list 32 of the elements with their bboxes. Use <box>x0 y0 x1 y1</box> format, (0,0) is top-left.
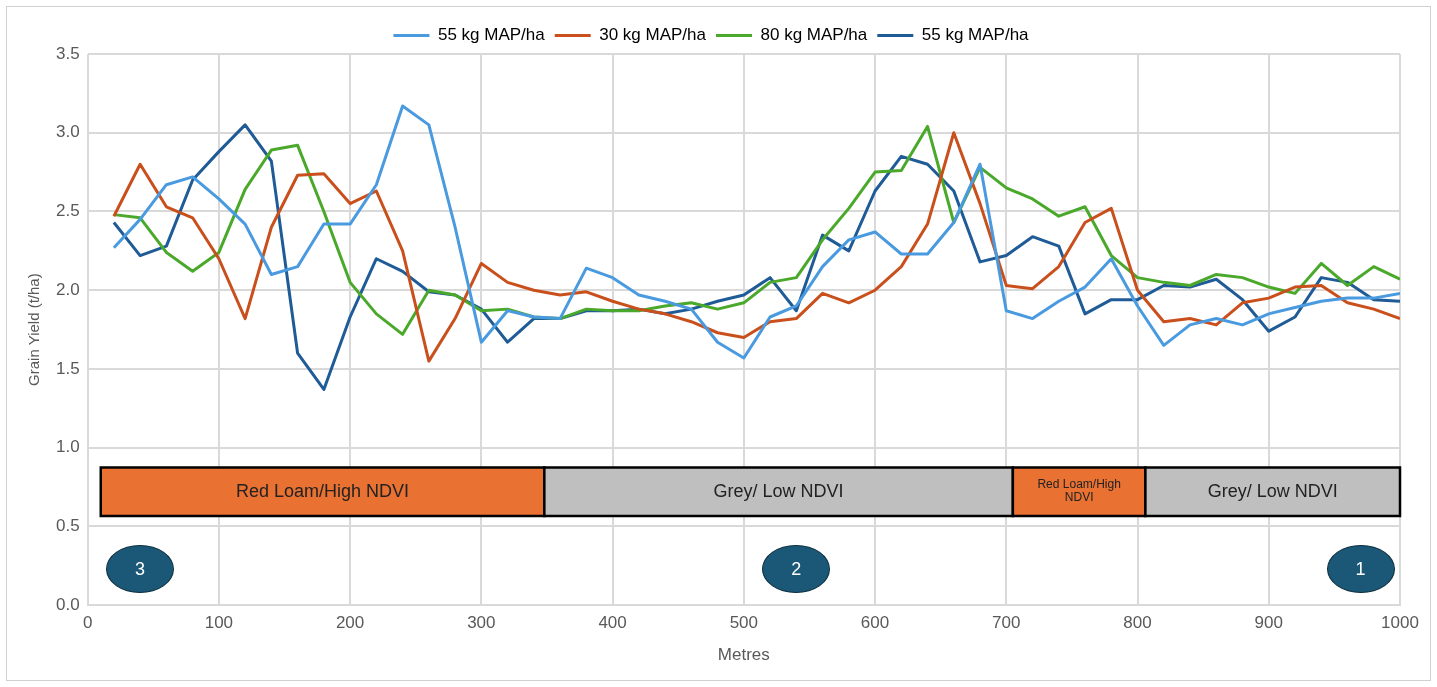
y-tick-label: 3.5 <box>55 43 80 63</box>
legend-label: 55 kg MAP/ha <box>921 25 1030 45</box>
band-label: Grey/ Low NDVI <box>713 480 844 501</box>
y-tick-label: 2.5 <box>55 201 80 221</box>
x-tick-label: 200 <box>335 613 365 633</box>
band-label: Red Loam/High NDVI <box>236 480 410 501</box>
legend-label: 80 kg MAP/ha <box>760 25 868 45</box>
x-tick-label: 400 <box>598 613 627 633</box>
numbered-circle: 1 <box>1326 545 1395 594</box>
numbered-circle: 2 <box>762 545 831 594</box>
legend-label: 30 kg MAP/ha <box>599 25 707 45</box>
y-tick-label: 0.0 <box>55 594 80 614</box>
y-tick-label: 3.0 <box>55 122 80 142</box>
x-axis-title: Metres <box>717 645 770 665</box>
x-tick-label: 500 <box>729 613 758 633</box>
x-tick-label: 100 <box>204 613 234 633</box>
x-tick-label: 600 <box>860 613 890 633</box>
y-axis-title: Grain Yield (t/ha) <box>25 273 43 386</box>
x-tick-label: 300 <box>467 613 496 633</box>
x-tick-label: 1000 <box>1381 613 1419 633</box>
legend-label: 55 kg MAP/ha <box>437 25 546 45</box>
y-tick-label: 2.0 <box>55 279 80 299</box>
y-tick-label: 1.5 <box>55 358 80 378</box>
band-label: Grey/ Low NDVI <box>1207 480 1338 501</box>
numbered-circle: 3 <box>106 545 175 594</box>
x-tick-label: 900 <box>1254 613 1283 633</box>
y-tick-label: 0.5 <box>55 516 80 536</box>
x-tick-label: 700 <box>992 613 1021 633</box>
x-tick-label: 0 <box>82 613 93 633</box>
band-label: Red Loam/High NDVI <box>1037 477 1121 505</box>
y-tick-label: 1.0 <box>55 437 80 457</box>
x-tick-label: 800 <box>1123 613 1152 633</box>
